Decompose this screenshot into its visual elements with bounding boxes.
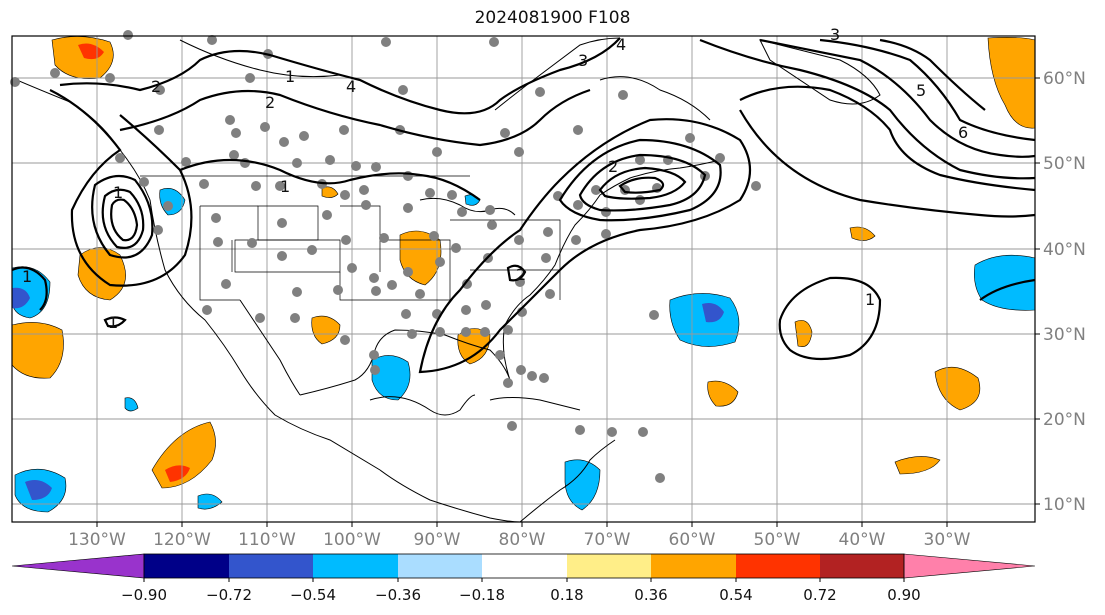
colorbar-tick-label: 0.18 <box>550 586 583 604</box>
positive-anomaly-area <box>849 226 876 241</box>
contour-lines <box>12 37 1035 374</box>
negative-anomaly-area <box>25 480 52 500</box>
contour-label: 3 <box>830 25 840 44</box>
negative-anomaly-area <box>564 459 601 511</box>
colorbar-segment <box>398 554 482 578</box>
contour-label: 2 <box>151 77 161 96</box>
positive-anomaly-area <box>151 421 216 489</box>
negative-anomaly-area <box>464 194 481 206</box>
lon-label: 100°W <box>323 530 381 550</box>
negative-anomaly-area <box>669 293 740 347</box>
contour-label: 1 <box>113 183 123 202</box>
lat-label: 10°N <box>1043 495 1086 515</box>
contour-label: 1 <box>108 313 118 332</box>
positive-anomaly-area <box>78 43 104 60</box>
positive-anomaly-area <box>12 322 64 379</box>
positive-anomaly-area <box>707 380 739 407</box>
colorbar-tick-label: −0.72 <box>206 586 252 604</box>
lat-label: 20°N <box>1043 410 1086 430</box>
contour-label: 1 <box>280 177 290 196</box>
negative-anomaly-area <box>974 254 1035 311</box>
contour-label: 2 <box>265 93 275 112</box>
lon-ticks <box>96 522 948 527</box>
lon-label: 50°W <box>754 530 801 550</box>
lon-label: 40°W <box>839 530 886 550</box>
colorbar-tick-label: 0.36 <box>634 586 667 604</box>
colorbar-segment <box>567 554 651 578</box>
negative-anomaly-area <box>159 188 186 216</box>
colorbar-segment <box>651 554 736 578</box>
lon-label: 110°W <box>238 530 296 550</box>
colorbar-tick-label: −0.90 <box>121 586 167 604</box>
map-frame <box>11 35 1036 523</box>
contour-label: 2 <box>608 157 618 176</box>
colorbar: −0.90 −0.72 −0.54 −0.36 −0.18 0.18 0.36 … <box>11 553 1036 604</box>
lon-labels: 130°W 120°W 110°W 100°W 90°W 80°W 70°W 6… <box>68 530 971 550</box>
colorbar-segment <box>229 554 313 578</box>
state-borders <box>140 175 561 301</box>
lon-label: 90°W <box>414 530 461 550</box>
contour-label: 6 <box>958 123 968 142</box>
lon-label: 70°W <box>584 530 631 550</box>
lon-label: 80°W <box>499 530 546 550</box>
positive-anomaly-area <box>894 456 941 475</box>
colorbar-tick-label: 0.72 <box>803 586 836 604</box>
lat-labels: 60°N 50°N 40°N 30°N 20°N 10°N <box>1043 69 1086 515</box>
colorbar-tick-label: −0.54 <box>290 586 336 604</box>
contour-label: 3 <box>578 51 588 70</box>
lat-label: 50°N <box>1043 154 1086 174</box>
map-title: 2024081900 F108 <box>474 8 631 28</box>
colorbar-segment <box>144 554 229 578</box>
colorbar-tick-label: −0.36 <box>375 586 421 604</box>
gridlines <box>12 36 1035 522</box>
lat-label: 40°N <box>1043 240 1086 260</box>
positive-anomaly-area <box>165 465 190 482</box>
positive-anomaly-area <box>934 366 981 411</box>
colorbar-min-extension <box>11 553 145 579</box>
station-markers <box>10 30 761 483</box>
positive-anomaly-area <box>77 247 126 301</box>
positive-anomaly-area <box>457 328 491 365</box>
contour-label: 5 <box>916 81 926 100</box>
contour-label: 1 <box>285 67 295 86</box>
lon-label: 120°W <box>153 530 211 550</box>
colorbar-segment <box>482 554 567 578</box>
anomaly-shading <box>12 36 1035 513</box>
positive-anomaly-area <box>794 320 813 347</box>
colorbar-tick-label: −0.18 <box>459 586 505 604</box>
lat-label: 60°N <box>1043 69 1086 89</box>
contour-label: 4 <box>616 35 626 54</box>
negative-anomaly-area <box>197 493 223 510</box>
lon-label: 130°W <box>68 530 126 550</box>
contour-label: 4 <box>346 77 356 96</box>
contour-label-group: 1 2 3 4 5 6 1 2 3 4 1 2 1 1 2 1 <box>22 25 968 332</box>
lon-label: 30°W <box>924 530 971 550</box>
contour-label: 2 <box>516 265 526 284</box>
colorbar-segment <box>313 554 398 578</box>
negative-anomaly-area <box>371 355 411 401</box>
colorbar-segment <box>736 554 820 578</box>
colorbar-segment <box>820 554 904 578</box>
negative-anomaly-area <box>12 287 30 309</box>
positive-anomaly-area <box>311 315 341 345</box>
contour-label: 1 <box>865 290 875 309</box>
lon-label: 60°W <box>669 530 716 550</box>
negative-anomaly-area <box>124 397 139 412</box>
positive-anomaly-area <box>321 186 339 198</box>
lat-ticks <box>1035 77 1040 505</box>
negative-anomaly-area <box>702 303 724 323</box>
positive-anomaly-area <box>987 37 1035 129</box>
contour-label: 1 <box>22 267 32 286</box>
positive-anomaly-area <box>51 36 114 79</box>
colorbar-tick-label: 0.90 <box>887 586 920 604</box>
lat-label: 30°N <box>1043 325 1086 345</box>
colorbar-tick-label: 0.54 <box>719 586 752 604</box>
colorbar-max-extension <box>903 553 1036 579</box>
